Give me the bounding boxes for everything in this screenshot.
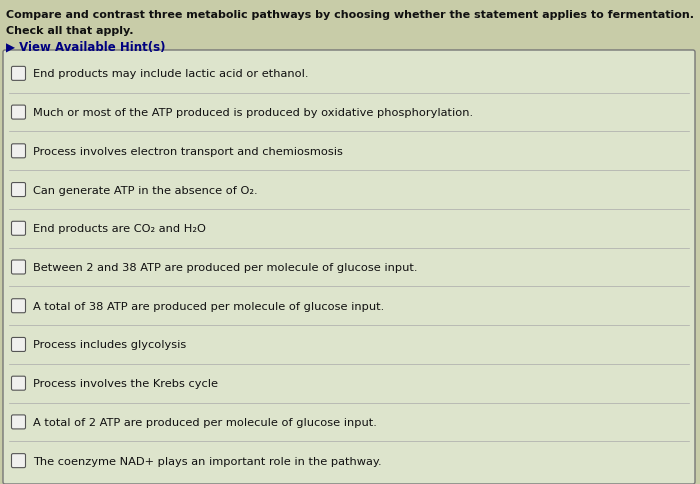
Text: A total of 2 ATP are produced per molecule of glucose input.: A total of 2 ATP are produced per molecu…	[33, 417, 377, 427]
Text: Check all that apply.: Check all that apply.	[6, 26, 134, 36]
FancyBboxPatch shape	[11, 338, 25, 352]
FancyBboxPatch shape	[11, 415, 25, 429]
FancyBboxPatch shape	[11, 222, 25, 236]
Text: The coenzyme NAD+ plays an important role in the pathway.: The coenzyme NAD+ plays an important rol…	[33, 456, 382, 466]
Text: Process includes glycolysis: Process includes glycolysis	[33, 340, 186, 350]
FancyBboxPatch shape	[11, 183, 25, 197]
FancyBboxPatch shape	[11, 454, 25, 468]
Text: End products are CO₂ and H₂O: End products are CO₂ and H₂O	[33, 224, 206, 234]
Text: Between 2 and 38 ATP are produced per molecule of glucose input.: Between 2 and 38 ATP are produced per mo…	[33, 262, 417, 272]
FancyBboxPatch shape	[11, 377, 25, 391]
Text: Much or most of the ATP produced is produced by oxidative phosphorylation.: Much or most of the ATP produced is prod…	[33, 108, 473, 118]
Text: Can generate ATP in the absence of O₂.: Can generate ATP in the absence of O₂.	[33, 185, 258, 195]
Text: ▶ View Available Hint(s): ▶ View Available Hint(s)	[6, 41, 165, 54]
Text: End products may include lactic acid or ethanol.: End products may include lactic acid or …	[33, 69, 309, 79]
FancyBboxPatch shape	[11, 145, 25, 158]
FancyBboxPatch shape	[3, 51, 695, 484]
FancyBboxPatch shape	[11, 260, 25, 274]
Text: A total of 38 ATP are produced per molecule of glucose input.: A total of 38 ATP are produced per molec…	[33, 301, 384, 311]
Text: Process involves the Krebs cycle: Process involves the Krebs cycle	[33, 378, 218, 388]
Text: Compare and contrast three metabolic pathways by choosing whether the statement : Compare and contrast three metabolic pat…	[6, 10, 694, 20]
FancyBboxPatch shape	[11, 67, 25, 81]
Text: Process involves electron transport and chemiosmosis: Process involves electron transport and …	[33, 147, 343, 156]
FancyBboxPatch shape	[11, 106, 25, 120]
FancyBboxPatch shape	[11, 299, 25, 313]
